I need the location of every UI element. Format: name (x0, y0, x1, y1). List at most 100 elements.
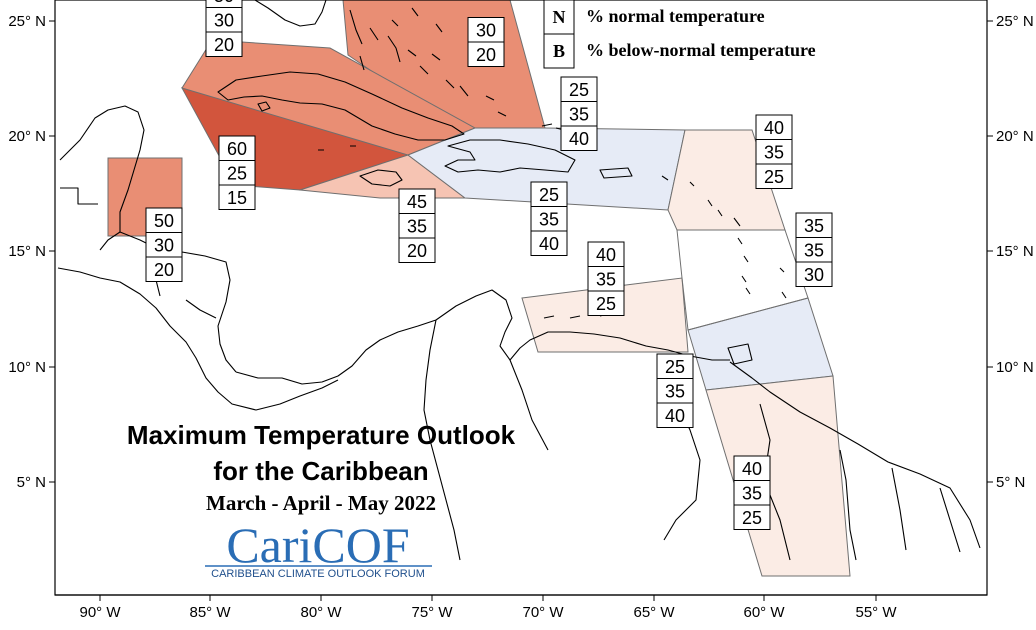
prob-value-bahamas: 30 (476, 20, 496, 40)
logo-wordmark: CariCOF (226, 517, 409, 573)
prob-value-jamaica: 35 (407, 216, 427, 236)
prob-value-turks-caicos: 40 (569, 129, 589, 149)
yucatan-coast (59, 105, 145, 232)
prob-value-jamaica: 45 (407, 192, 427, 212)
prob-value-abc-islands: 25 (596, 294, 616, 314)
prob-value-bahamas: 20 (476, 45, 496, 65)
legend-label-b: % below-normal temperature (586, 40, 816, 60)
map-period: March - April - May 2022 (206, 491, 436, 515)
prob-value-leeward-islands: 40 (764, 118, 784, 138)
lat-label-right: 5° N (996, 474, 1025, 491)
prob-cell-turks-caicos (560, 76, 598, 102)
logo-tagline: CARIBBEAN CLIMATE OUTLOOK FORUM (211, 568, 425, 580)
prob-value-hispaniola-pr: 35 (539, 209, 559, 229)
legend-key-box-n (543, 0, 575, 35)
lat-label-left: 15° N (8, 243, 46, 260)
cuba-coast (217, 71, 465, 141)
prob-value-cuba-west: 20 (214, 35, 234, 55)
borders (60, 187, 217, 319)
lesser-antilles (661, 175, 787, 299)
title-block: Maximum Temperature Outlook for the Cari… (127, 420, 516, 515)
jamaica-coast (359, 169, 403, 187)
prob-value-belize: 50 (154, 211, 174, 231)
prob-value-cuba-west: 50 (214, 0, 234, 6)
prob-value-jamaica: 20 (407, 241, 427, 261)
cayman-islands (318, 145, 356, 151)
legend-key-b: B (553, 41, 565, 61)
prob-cell-guianas (733, 455, 771, 481)
legend: N % normal temperature B % below-normal … (543, 0, 816, 69)
prob-value-trinidad: 35 (665, 381, 685, 401)
legend-key-box-b (543, 33, 575, 69)
lon-label: 55° W (855, 604, 897, 621)
longitude-axis: 90° W 85° W 80° W 75° W 70° W 65° W 60° W 55° W (79, 595, 897, 621)
prob-value-turks-caicos: 25 (569, 80, 589, 100)
prob-cell-turks-caicos (560, 101, 598, 127)
prob-cell-abc-islands (587, 266, 625, 292)
prob-cell-cuba-south (218, 160, 256, 186)
prob-cell-turks-caicos (560, 125, 598, 151)
map-title-line2: for the Caribbean (213, 456, 428, 486)
prob-value-trinidad: 40 (665, 406, 685, 426)
bahamas-islands (349, 7, 507, 117)
prob-cell-hispaniola-pr (530, 181, 568, 207)
prob-cell-leeward-islands (755, 114, 793, 140)
prob-cell-belize (145, 207, 183, 233)
prob-value-guianas: 25 (742, 508, 762, 528)
prob-value-abc-islands: 40 (596, 245, 616, 265)
hispaniola-coast (444, 139, 576, 173)
prob-cell-belize (145, 232, 183, 258)
lat-label-right: 25° N (996, 13, 1034, 30)
prob-cell-cuba-south (218, 184, 256, 210)
prob-cell-belize (145, 256, 183, 282)
prob-value-leeward-islands: 35 (764, 142, 784, 162)
caricof-logo: CariCOF CARIBBEAN CLIMATE OUTLOOK FORUM (205, 517, 432, 580)
prob-value-guianas: 40 (742, 459, 762, 479)
probability-boxes: 30 20 50 30 20 60 25 15 50 30 20 45 35 20 25 35 40 25 35 40… (145, 0, 833, 530)
isle-of-youth (257, 101, 271, 112)
lat-label-left: 10° N (8, 359, 46, 376)
lat-label-left: 25° N (8, 13, 46, 30)
prob-value-leeward-islands: 25 (764, 167, 784, 187)
prob-value-windward-islands: 35 (804, 216, 824, 236)
prob-cell-guianas (733, 504, 771, 530)
prob-cell-windward-islands (795, 261, 833, 287)
legend-key-n: N (553, 7, 566, 27)
prob-value-guianas: 35 (742, 483, 762, 503)
prob-cell-trinidad (656, 402, 694, 428)
lat-label-left: 5° N (17, 474, 46, 491)
prob-value-cuba-south: 25 (227, 163, 247, 183)
prob-cell-jamaica (398, 213, 436, 239)
lon-label: 70° W (522, 604, 564, 621)
prob-cell-trinidad (656, 353, 694, 379)
trinidad-coast (727, 343, 753, 365)
prob-cell-cuba-west (205, 31, 243, 57)
prob-value-windward-islands: 35 (804, 240, 824, 260)
guianas-coast (729, 361, 981, 549)
prob-value-cuba-south: 60 (227, 139, 247, 159)
prob-cell-windward-islands (795, 237, 833, 263)
prob-cell-abc-islands (587, 290, 625, 316)
prob-value-hispaniola-pr: 25 (539, 185, 559, 205)
prob-cell-hispaniola-pr (530, 230, 568, 256)
prob-cell-bahamas (467, 17, 505, 43)
lon-label: 65° W (633, 604, 675, 621)
map-title-line1: Maximum Temperature Outlook (127, 420, 516, 450)
lat-label-right: 15° N (996, 243, 1034, 260)
prob-cell-jamaica (398, 188, 436, 214)
lat-label-left: 20° N (8, 128, 46, 145)
lon-label: 80° W (300, 604, 342, 621)
colombia-venezuela-coast (435, 289, 730, 361)
panama-coast (235, 319, 437, 385)
puerto-rico-coast (599, 167, 633, 179)
latitude-axis: 25° N 25° N 20° N 20° N 15° N 15° N 10° N 10° N… (8, 13, 1033, 491)
prob-cell-leeward-islands (755, 139, 793, 165)
prob-value-trinidad: 25 (665, 357, 685, 377)
legend-label-n: % normal temperature (586, 6, 765, 26)
prob-value-hispaniola-pr: 40 (539, 234, 559, 254)
prob-value-windward-islands: 30 (804, 265, 824, 285)
prob-value-cuba-west: 30 (214, 10, 234, 30)
lon-label: 85° W (189, 604, 231, 621)
prob-value-abc-islands: 35 (596, 269, 616, 289)
